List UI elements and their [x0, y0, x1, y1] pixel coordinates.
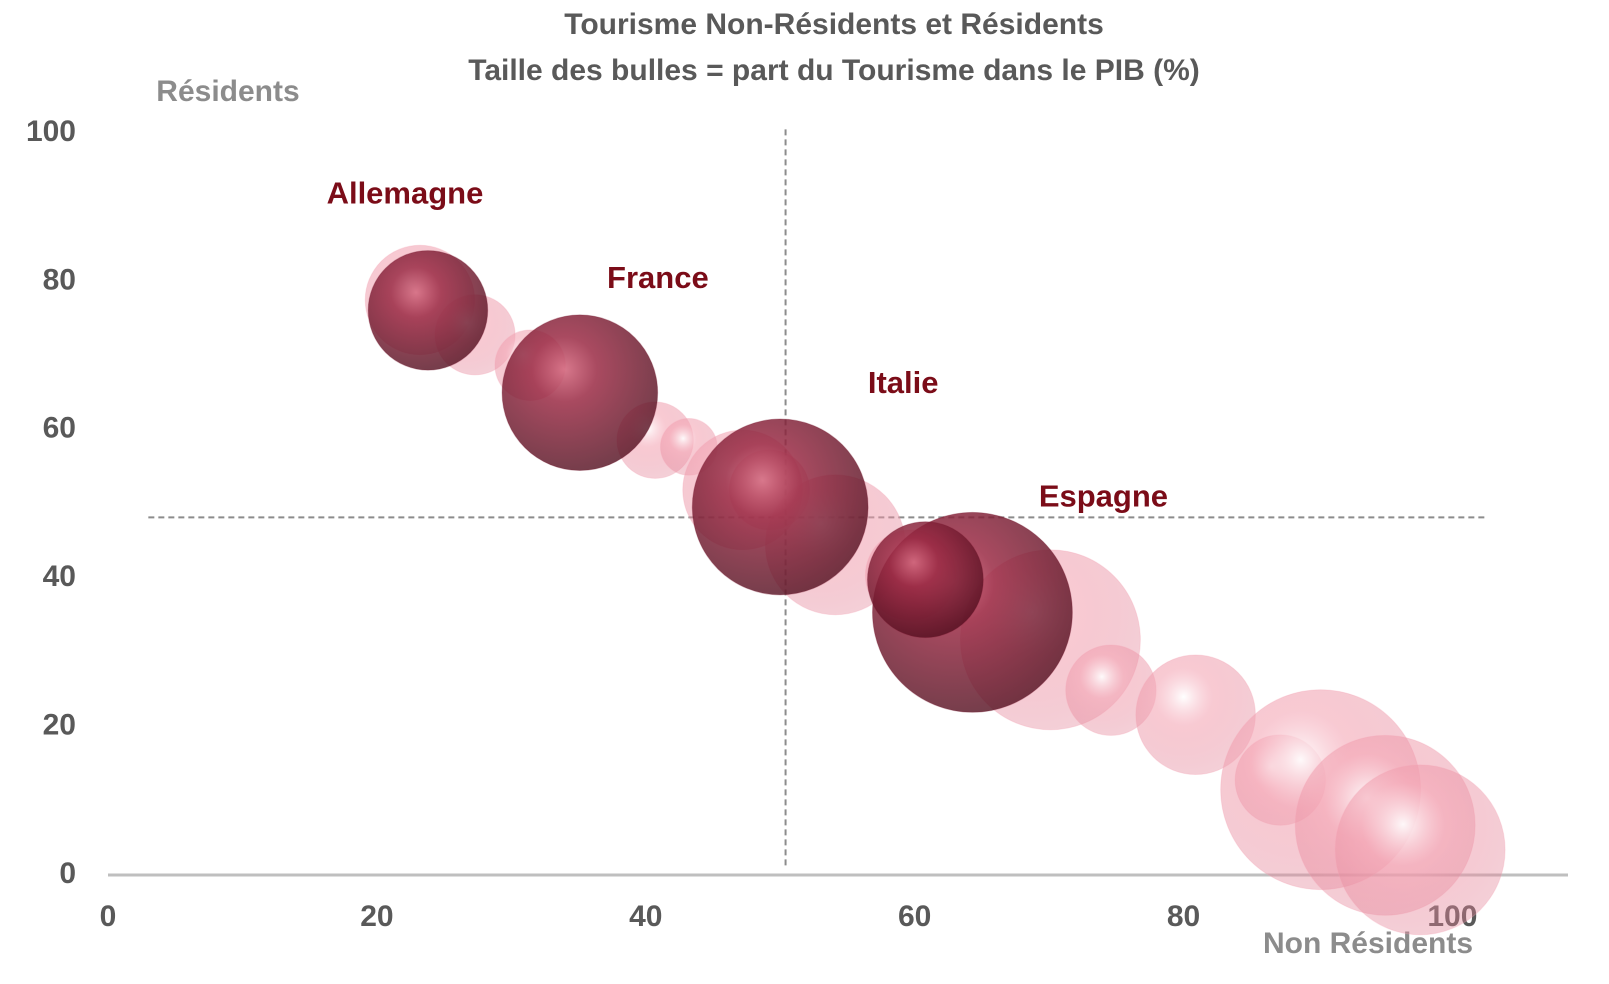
- chart-subtitle: Taille des bulles = part du Tourisme dan…: [468, 54, 1200, 87]
- y-tick-label: 20: [43, 709, 76, 742]
- y-tick-label: 0: [59, 857, 76, 890]
- data-label: France: [607, 260, 709, 295]
- y-tick-label: 100: [26, 115, 76, 148]
- data-label: Espagne: [1039, 479, 1168, 514]
- y-tick-label: 60: [43, 412, 76, 445]
- y-tick-label: 40: [43, 560, 76, 593]
- data-label: Allemagne: [327, 176, 484, 211]
- bubble: [866, 521, 984, 639]
- bubble: [1334, 764, 1506, 936]
- x-tick-label: 40: [629, 900, 662, 933]
- x-tick-label: 80: [1167, 900, 1200, 933]
- bubble: [691, 418, 869, 596]
- data-label: Italie: [868, 365, 939, 400]
- y-axis-title: Résidents: [156, 75, 299, 108]
- x-tick-label: 60: [898, 900, 931, 933]
- bubble: [367, 250, 489, 371]
- y-tick-label: 80: [43, 263, 76, 296]
- chart-title: Tourisme Non-Résidents et Résidents: [564, 8, 1104, 41]
- x-tick-label: 0: [100, 900, 117, 933]
- x-tick-label: 20: [360, 900, 393, 933]
- bubble: [501, 314, 659, 471]
